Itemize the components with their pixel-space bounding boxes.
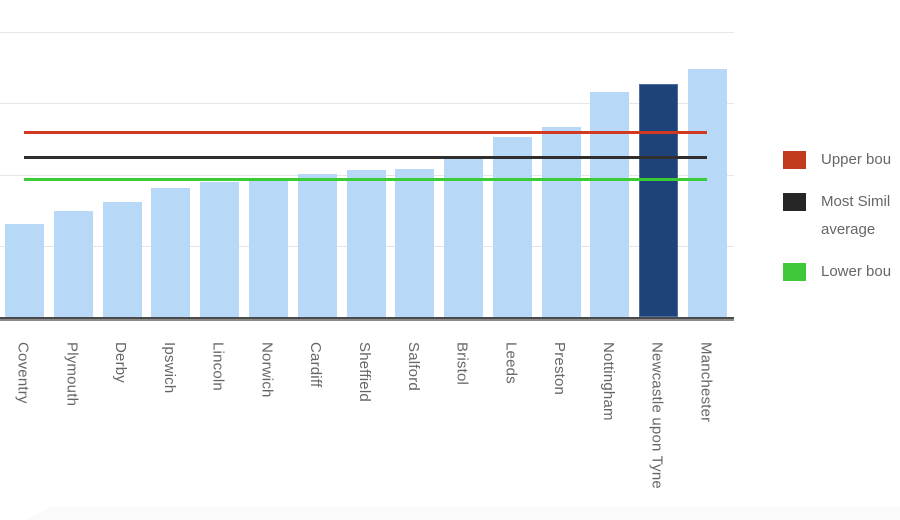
bar-leeds[interactable]: [492, 137, 532, 317]
x-label-ipswich: Ipswich: [160, 342, 178, 394]
legend-item-average[interactable]: Most Simil average: [783, 188, 900, 244]
bar-bristol[interactable]: [444, 158, 484, 317]
legend-label-lower: Lower bou: [821, 263, 892, 280]
gridline: [0, 103, 734, 105]
x-label-plymouth: Plymouth: [63, 342, 81, 407]
bar-salford[interactable]: [395, 168, 435, 317]
bar-coventry[interactable]: [5, 224, 44, 317]
upper-bound-line: [24, 130, 707, 134]
bar-norwich[interactable]: [248, 178, 288, 317]
bar-ipswich[interactable]: [151, 188, 191, 317]
bar-cardiff[interactable]: [297, 173, 337, 317]
legend-swatch-lower: [783, 263, 806, 281]
x-label-lincoln: Lincoln: [209, 342, 227, 391]
x-label-cardiff: Cardiff: [307, 342, 325, 388]
x-label-bristol: Bristol: [453, 342, 471, 386]
x-label-sheffield: Sheffield: [356, 342, 373, 402]
legend-label-average: Most Simil average: [821, 193, 891, 238]
bar-sheffield[interactable]: [346, 170, 386, 317]
page-section-edge: [26, 507, 900, 520]
legend-item-lower[interactable]: Lower bou: [783, 258, 900, 286]
legend-item-upper[interactable]: Upper bou: [783, 146, 900, 174]
average-bound-line: [24, 156, 707, 160]
x-label-norwich: Norwich: [258, 342, 276, 398]
x-axis-line: [0, 317, 734, 321]
bar-plymouth[interactable]: [53, 210, 93, 317]
legend-label-upper: Upper bou: [821, 151, 892, 168]
legend-swatch-average: [783, 193, 806, 211]
lower-bound-line: [24, 177, 707, 181]
x-label-manchester: Manchester: [697, 342, 715, 423]
bar-manchester[interactable]: [688, 69, 727, 317]
x-label-nottingham: Nottingham: [599, 342, 617, 421]
bar-newcastle-upon-tyne[interactable]: [639, 84, 679, 317]
x-label-coventry: Coventry: [14, 342, 32, 404]
x-label-leeds: Leeds: [502, 342, 520, 384]
chart-legend: Upper bou Most Simil average Lower bou: [783, 146, 900, 300]
chart-area: Coventry Plymouth Derby Ipswich Lincoln Norwi…: [0, 32, 734, 489]
x-label-preston: Preston: [551, 342, 569, 396]
bar-derby[interactable]: [102, 202, 142, 317]
x-label-salford: Salford: [404, 342, 422, 391]
legend-swatch-upper: [783, 151, 806, 169]
x-label-derby: Derby: [112, 342, 130, 384]
bar-nottingham[interactable]: [590, 91, 630, 317]
x-label-newcastle-upon-tyne: Newcastle upon Tyne: [648, 342, 666, 489]
bar-lincoln[interactable]: [200, 182, 240, 317]
bar-preston[interactable]: [541, 126, 581, 317]
gridline: [0, 32, 734, 33]
